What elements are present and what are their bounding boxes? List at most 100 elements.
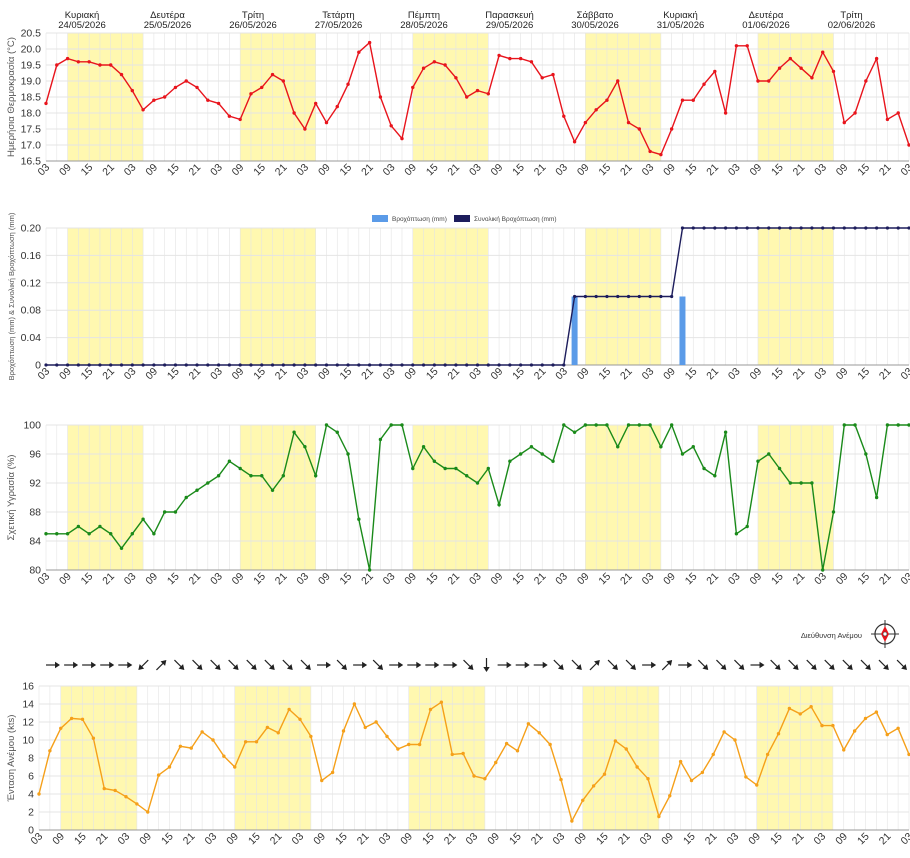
x-tick-label: 03: [726, 161, 743, 178]
x-tick-label: 03: [377, 830, 394, 847]
x-tick-label: 09: [143, 570, 160, 587]
wind-arrow-icon: [553, 659, 564, 670]
data-point: [551, 363, 555, 367]
x-tick-label: 09: [575, 570, 592, 587]
data-point: [195, 488, 199, 492]
data-point: [421, 66, 426, 70]
data-point: [613, 739, 618, 743]
data-point: [875, 226, 879, 230]
x-tick-label: 15: [420, 830, 437, 847]
arrow-head: [232, 664, 239, 670]
data-point: [756, 79, 760, 83]
data-point: [428, 707, 433, 712]
data-point: [616, 294, 620, 299]
data-point: [659, 294, 663, 299]
data-point: [670, 294, 674, 299]
x-tick-label: 21: [616, 830, 633, 847]
x-tick-label: 03: [116, 830, 133, 847]
data-point: [648, 149, 652, 154]
data-point: [421, 363, 426, 367]
x-tick-label: 21: [355, 830, 372, 847]
data-point: [281, 363, 285, 367]
data-point: [109, 532, 113, 536]
x-tick-label: 09: [316, 365, 333, 382]
data-point: [87, 60, 91, 64]
data-point: [896, 226, 900, 230]
data-point: [745, 524, 749, 529]
data-point: [411, 363, 415, 367]
daytime-shade: [240, 425, 316, 570]
x-tick-label: 09: [137, 830, 154, 847]
day-date: 25/05/2026: [144, 20, 192, 31]
data-point: [303, 445, 307, 449]
data-point: [98, 63, 102, 67]
wind-arrow-icon: [716, 659, 727, 670]
x-tick-label: 03: [203, 830, 220, 847]
data-point: [874, 56, 879, 61]
x-tick-label: 21: [791, 570, 808, 587]
day-name: Δευτέρα: [150, 10, 185, 21]
data-point: [346, 82, 350, 86]
data-point: [767, 226, 771, 230]
data-point: [98, 363, 102, 367]
data-point: [831, 69, 836, 74]
data-point: [515, 749, 520, 753]
arrow-head: [738, 664, 745, 670]
x-tick-label: 15: [855, 161, 872, 178]
x-tick-label: 15: [769, 570, 786, 587]
rain-bar: [679, 296, 686, 365]
x-tick-label: 15: [165, 570, 182, 587]
arrow-head: [524, 661, 530, 669]
wind-arrow-icon: [156, 660, 167, 671]
x-tick-label: 21: [187, 161, 204, 178]
data-point: [378, 363, 383, 367]
wind-arrow-icon: [842, 659, 853, 670]
data-point: [497, 503, 501, 507]
data-point: [130, 363, 134, 367]
data-point: [907, 423, 910, 427]
data-point: [98, 524, 102, 529]
data-point: [831, 723, 835, 728]
data-point: [788, 226, 792, 230]
x-tick-label: 09: [143, 161, 160, 178]
day-name: Δευτέρα: [749, 10, 784, 21]
arrow-head: [196, 664, 203, 670]
data-point: [156, 773, 161, 777]
x-tick-label: 15: [165, 161, 182, 178]
rain-bar: [571, 296, 578, 365]
data-point: [702, 466, 706, 471]
data-point: [551, 72, 555, 77]
x-tick-label: 21: [703, 830, 720, 847]
data-point: [217, 363, 221, 367]
x-tick-label: 09: [402, 570, 419, 587]
wind-arrow-icon: [372, 659, 384, 670]
x-tick-label: 15: [251, 161, 268, 178]
data-point: [238, 466, 242, 471]
wind-arrow-icon: [118, 661, 133, 669]
data-point: [657, 814, 661, 819]
x-tick-label: 03: [899, 161, 910, 178]
arrow-head: [594, 660, 600, 666]
wind-arrow-icon: [389, 661, 404, 669]
data-point: [87, 532, 91, 536]
data-point: [292, 111, 296, 115]
data-point: [572, 294, 577, 299]
y-tick-label: 8: [28, 753, 34, 765]
wind-arrow-icon: [317, 661, 331, 669]
x-tick-label: 15: [769, 161, 786, 178]
data-point: [439, 700, 444, 704]
arrow-head: [828, 664, 835, 670]
wind-arrow-icon: [896, 659, 907, 670]
data-point: [821, 568, 825, 572]
data-point: [109, 63, 113, 67]
data-point: [167, 765, 172, 769]
x-tick-label: 21: [181, 830, 198, 847]
data-point: [526, 722, 531, 726]
data-point: [713, 474, 717, 478]
daytime-shade: [757, 425, 834, 570]
legend-label-total: Συνολική Βροχόπτωση (mm): [474, 215, 557, 223]
wind-arrow-icon: [607, 659, 618, 670]
x-tick-label: 21: [359, 161, 376, 178]
y-tick-label: 0.08: [21, 305, 42, 317]
x-tick-label: 09: [834, 365, 851, 382]
